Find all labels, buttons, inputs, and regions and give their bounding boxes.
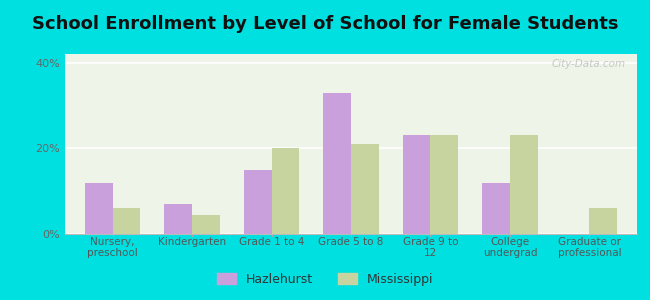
Legend: Hazlehurst, Mississippi: Hazlehurst, Mississippi (212, 268, 438, 291)
Bar (164, 204, 192, 234)
Text: City-Data.com: City-Data.com (551, 59, 625, 69)
Bar (112, 208, 140, 234)
Text: School Enrollment by Level of School for Female Students: School Enrollment by Level of School for… (32, 15, 618, 33)
Bar (351, 144, 379, 234)
Bar (510, 135, 538, 234)
Bar (272, 148, 300, 234)
Bar (323, 93, 351, 234)
Bar (192, 215, 220, 234)
Bar (244, 170, 272, 234)
Bar (85, 183, 112, 234)
Bar (590, 208, 617, 234)
Bar (482, 183, 510, 234)
Bar (430, 135, 458, 234)
Bar (402, 135, 430, 234)
